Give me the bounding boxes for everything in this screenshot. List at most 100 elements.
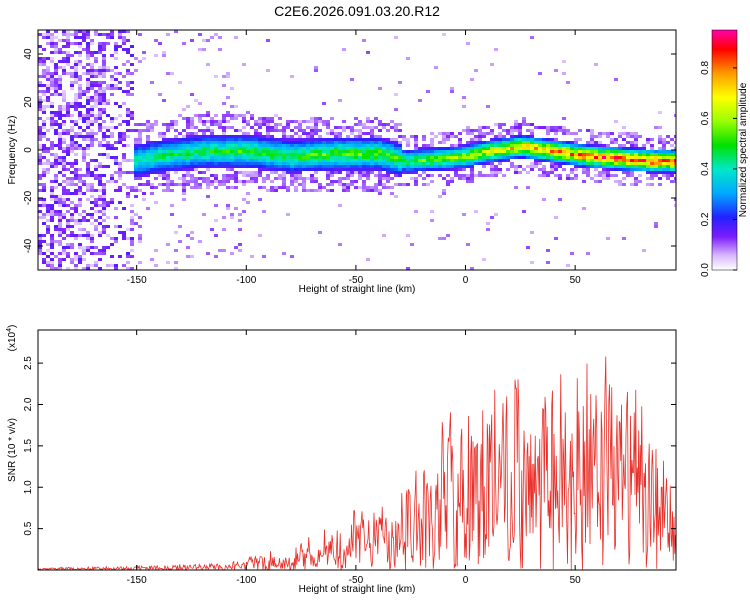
spectrogram-cell <box>282 186 286 189</box>
spectrogram-cell <box>42 135 46 138</box>
spectrogram-cell <box>442 135 446 138</box>
snr-scale-base: (x10 <box>7 331 18 351</box>
spectrogram-cell <box>66 189 70 192</box>
spectrogram-cell <box>466 165 470 168</box>
spectrogram-cell <box>46 207 50 210</box>
spectrogram-cell <box>98 42 102 45</box>
spectrogram-cell <box>222 174 226 177</box>
spectrogram-cell <box>482 162 486 165</box>
spectrogram-cell <box>154 177 158 180</box>
spectrogram-cell <box>546 153 550 156</box>
spectrogram-cell <box>250 153 254 156</box>
spectrogram-cell <box>306 177 310 180</box>
spectrogram-cell <box>138 225 142 228</box>
spectrogram-cell <box>82 258 86 261</box>
spectrogram-cell <box>478 129 482 132</box>
spectrogram-cell <box>374 144 378 147</box>
spectrogram-cell <box>54 255 58 258</box>
spectrogram-cell <box>126 114 130 117</box>
spectrogram-cell <box>650 150 654 153</box>
spectrogram-cell <box>170 159 174 162</box>
spectrogram-cell <box>410 243 414 246</box>
spectrogram-cell <box>350 168 354 171</box>
spectrogram-cell <box>58 210 62 213</box>
spectrogram-cell <box>102 60 106 63</box>
spectrogram-cell <box>158 132 162 135</box>
spectrogram-cell <box>62 129 66 132</box>
spectrogram-cell <box>526 165 530 168</box>
spectrogram-cell <box>306 162 310 165</box>
spectrogram-cell <box>362 186 366 189</box>
spectrogram-cell <box>642 165 646 168</box>
spectrogram-cell <box>58 138 62 141</box>
spectrogram-cell <box>378 165 382 168</box>
spectrogram-cell <box>490 165 494 168</box>
spectrogram-cell <box>58 252 62 255</box>
spectrogram-cell <box>250 150 254 153</box>
spectrogram-cell <box>498 171 502 174</box>
spectrogram-cell <box>162 138 166 141</box>
spectrogram-cell <box>282 174 286 177</box>
spectrogram-cell <box>126 51 130 54</box>
spectrogram-cell <box>194 126 198 129</box>
spectrogram-cell <box>270 135 274 138</box>
spectrogram-cell <box>170 150 174 153</box>
spectrogram-cell <box>322 147 326 150</box>
spectrogram-cell <box>266 150 270 153</box>
spectrogram-cell <box>670 144 674 147</box>
spectrogram-cell <box>118 123 122 126</box>
spectrogram-cell <box>258 156 262 159</box>
spectrogram-cell <box>50 237 54 240</box>
spectrogram-cell <box>266 141 270 144</box>
spectrogram-cell <box>386 147 390 150</box>
spectrogram-cell <box>634 150 638 153</box>
spectrogram-cell <box>430 153 434 156</box>
spectrogram-cell <box>126 261 130 264</box>
spectrogram-cell <box>70 177 74 180</box>
spectrogram-cell <box>50 267 54 270</box>
spectrogram-cell <box>298 150 302 153</box>
spectrogram-cell <box>590 156 594 159</box>
spectrogram-cell <box>38 156 42 159</box>
spectrogram-cell <box>94 90 98 93</box>
spectrogram-cell <box>134 162 138 165</box>
spectrogram-cell <box>314 171 318 174</box>
spectrogram-cell <box>634 132 638 135</box>
spectrogram-cell <box>658 135 662 138</box>
spectrogram-cell <box>418 174 422 177</box>
spectrogram-cell <box>318 129 322 132</box>
spectrogram-cell <box>170 162 174 165</box>
spectrogram-cell <box>94 174 98 177</box>
spectrogram-cell <box>114 216 118 219</box>
spectrogram-cell <box>514 129 518 132</box>
spectrogram-cell <box>54 156 58 159</box>
spectrogram-cell <box>570 168 574 171</box>
spectrogram-cell <box>546 150 550 153</box>
spectrogram-cell <box>350 165 354 168</box>
spectrogram-cell <box>62 72 66 75</box>
spectrogram-cell <box>382 153 386 156</box>
spectrogram-cell <box>90 105 94 108</box>
spectrogram-cell <box>362 189 366 192</box>
spectrogram-cell <box>362 165 366 168</box>
spectrogram-cell <box>62 168 66 171</box>
spectrogram-cell <box>538 141 542 144</box>
spectrogram-cell <box>218 156 222 159</box>
spectrogram-cell <box>222 162 226 165</box>
spectrogram-cell <box>310 177 314 180</box>
spectrogram-cell <box>282 165 286 168</box>
spectrogram-cell <box>598 150 602 153</box>
spectrogram-cell <box>522 141 526 144</box>
spectrogram-cell <box>634 168 638 171</box>
spectrogram-cell <box>178 165 182 168</box>
spectrogram-cell <box>86 36 90 39</box>
spectrogram-cell <box>650 156 654 159</box>
spectrogram-cell <box>370 189 374 192</box>
spectrogram-cell <box>354 153 358 156</box>
spectrogram-cell <box>98 87 102 90</box>
spectrogram-cell <box>446 168 450 171</box>
y-tick-label: 2.0 <box>23 397 34 411</box>
spectrogram-cell <box>354 117 358 120</box>
spectrogram-cell <box>374 183 378 186</box>
spectrogram-cell <box>214 135 218 138</box>
